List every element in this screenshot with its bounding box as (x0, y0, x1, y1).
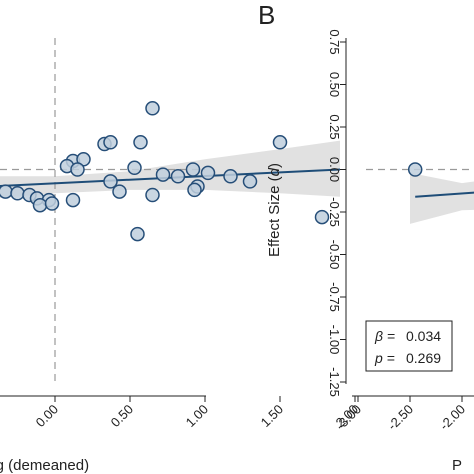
data-point (103, 174, 118, 189)
panel-b-y-axis-label: Effect Size (d) (266, 163, 283, 257)
data-point (127, 160, 142, 176)
panel-a: .500.000.501.001.502.00 ing (demeaned) (0, 38, 361, 474)
data-point (242, 174, 258, 189)
data-point (0, 184, 13, 199)
data-point (103, 135, 118, 150)
data-point (32, 197, 48, 213)
panel-a-points (0, 101, 330, 242)
stats-beta-value: 0.034 (406, 328, 441, 344)
data-point (145, 101, 160, 116)
y-tick-label: 0.75 (327, 29, 342, 54)
x-tick-label: 0.50 (108, 402, 137, 431)
data-point (133, 135, 148, 150)
panel-b-x-axis-label: P (452, 457, 462, 474)
data-point (44, 196, 60, 211)
x-tick-label: -2.00 (437, 402, 469, 434)
panel-b-points (407, 162, 423, 177)
panel-b-axes: 0.75 0.50 0.25 0.00 -0.25 -0.50 -0.75 -1.00 -1.2… (327, 29, 474, 433)
panel-b-ci-polygon (410, 172, 474, 224)
data-point (407, 162, 423, 177)
data-point (112, 184, 127, 199)
panel-a-fit-line (0, 168, 341, 188)
data-point (155, 167, 171, 182)
x-tick-label: 0.00 (33, 402, 62, 431)
y-tick-label: -0.25 (327, 197, 342, 227)
x-tick-label: 1.50 (258, 402, 287, 431)
data-point (200, 165, 216, 181)
panel-b-ci-band (410, 172, 474, 224)
panel-a-reference-lines (0, 38, 205, 384)
data-point (145, 187, 160, 203)
panel-a-x-axis: .500.000.501.001.502.00 (0, 395, 361, 431)
x-tick-label: 1.00 (183, 402, 212, 431)
y-tick-label: -0.75 (327, 282, 342, 312)
data-point (170, 169, 186, 184)
data-point (10, 186, 25, 201)
stats-beta-label: β = (374, 328, 395, 344)
y-tick-label: -1.25 (327, 367, 342, 397)
panel-b-fit-line (415, 191, 474, 198)
y-tick-label: -0.50 (327, 240, 342, 270)
data-point (272, 135, 288, 150)
y-tick-label: 0.00 (327, 157, 342, 182)
panel-a-regression-line (0, 168, 341, 188)
x-tick-label: -3.00 (333, 402, 365, 434)
panel-b-stats-box: β = 0.034 p = 0.269 (365, 320, 453, 372)
data-point (223, 169, 238, 184)
panel-b-label: B (258, 0, 275, 30)
data-point (185, 162, 201, 177)
y-tick-label: -1.00 (327, 325, 342, 355)
data-point (130, 226, 145, 242)
data-point (70, 162, 85, 177)
y-tick-label: 0.25 (327, 114, 342, 139)
panel-a-x-axis-label: ing (demeaned) (0, 457, 89, 474)
stats-p-value: 0.269 (406, 350, 441, 366)
data-point (314, 209, 330, 225)
y-tick-label: 0.50 (327, 72, 342, 97)
x-tick-label: -2.50 (385, 402, 417, 434)
stats-p-label: p = (374, 350, 395, 366)
panel-b-regression-line (415, 191, 474, 198)
data-point (187, 182, 202, 198)
panel-b: B 0.75 0.50 0.25 0.00 -0.25 -0.50 -0.75 -1.00 -1… (258, 0, 474, 474)
data-point (65, 192, 81, 208)
